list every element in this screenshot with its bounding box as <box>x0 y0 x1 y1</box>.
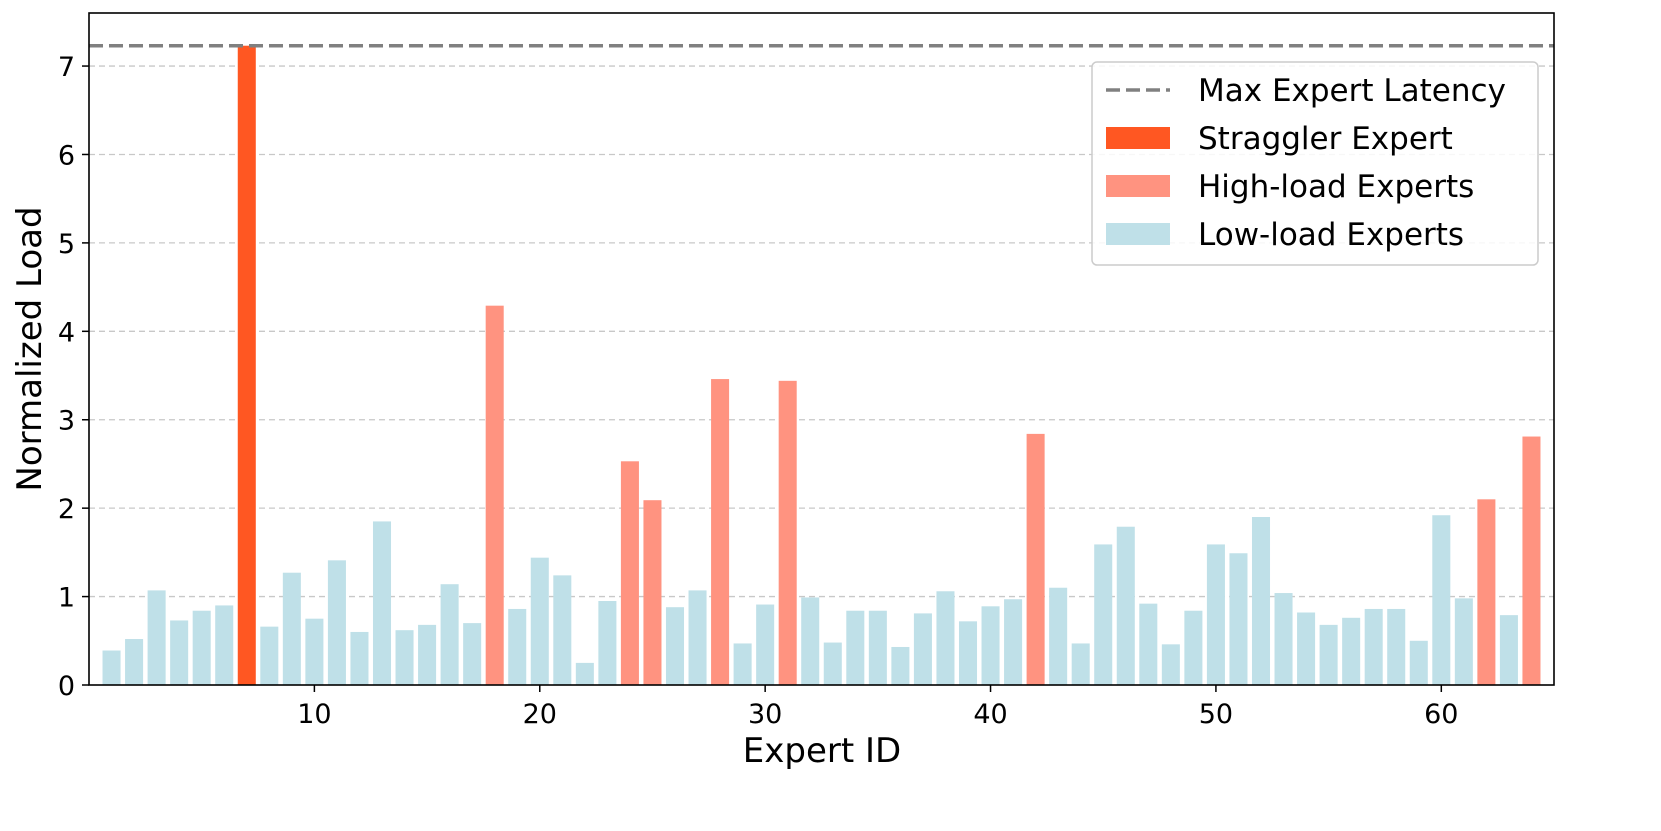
gridlines <box>89 65 1554 598</box>
bar-expert-34 <box>846 610 865 685</box>
plot-frame <box>88 12 1555 686</box>
bar-expert-28 <box>711 379 730 685</box>
bar-expert-10 <box>305 618 324 685</box>
bar-expert-22 <box>575 662 594 685</box>
x-tick-label: 40 <box>973 699 1007 730</box>
legend-swatch-low <box>1106 223 1170 245</box>
bar-expert-63 <box>1499 615 1518 685</box>
bar-expert-40 <box>981 606 1000 685</box>
bar-expert-33 <box>823 642 842 685</box>
bar-expert-57 <box>1364 608 1383 685</box>
bar-expert-51 <box>1229 553 1248 685</box>
bar-expert-9 <box>282 572 301 685</box>
bar-expert-55 <box>1319 624 1338 685</box>
bar-expert-42 <box>1026 433 1045 685</box>
bar-expert-11 <box>327 560 346 685</box>
bar-expert-36 <box>891 646 910 685</box>
bar-expert-59 <box>1409 640 1428 685</box>
bar-expert-7 <box>237 45 256 685</box>
bar-expert-19 <box>508 608 527 685</box>
y-tick-label: 5 <box>58 229 75 260</box>
bar-expert-5 <box>192 610 211 685</box>
bar-expert-24 <box>620 461 639 685</box>
legend-swatch-straggler <box>1106 127 1170 149</box>
y-tick-label: 7 <box>58 52 75 83</box>
legend-label: Low-load Experts <box>1198 217 1464 253</box>
bar-expert-29 <box>733 643 752 685</box>
bar-expert-32 <box>801 597 820 685</box>
y-tick-label: 6 <box>58 140 75 171</box>
bar-expert-46 <box>1116 526 1135 685</box>
x-tick-label: 20 <box>523 699 557 730</box>
legend-swatch-high <box>1106 175 1170 197</box>
bar-expert-17 <box>463 623 482 685</box>
x-tick-label: 60 <box>1424 699 1458 730</box>
bar-expert-21 <box>553 575 572 685</box>
x-axis-ticks: 10 20 30 40 50 60 <box>297 685 1458 730</box>
bar-expert-31 <box>778 380 797 685</box>
x-tick-label: 50 <box>1199 699 1233 730</box>
bar-expert-37 <box>913 613 932 685</box>
bar-expert-13 <box>372 521 392 685</box>
bar-expert-23 <box>598 601 617 685</box>
y-tick-label: 3 <box>58 406 75 437</box>
bar-expert-47 <box>1139 603 1158 685</box>
x-tick-label: 10 <box>297 699 331 730</box>
bar-expert-12 <box>350 631 369 685</box>
bar-expert-3 <box>147 590 166 685</box>
bar-expert-61 <box>1454 598 1473 685</box>
bar-expert-62 <box>1477 499 1496 685</box>
x-tick-label: 30 <box>748 699 782 730</box>
legend-label: Max Expert Latency <box>1198 73 1506 109</box>
bar-expert-35 <box>868 610 887 685</box>
bar-expert-4 <box>170 620 189 685</box>
legend-box <box>1091 61 1539 266</box>
bar-expert-27 <box>688 590 707 685</box>
y-tick-label: 1 <box>58 583 75 614</box>
bar-expert-48 <box>1161 644 1180 685</box>
bar-expert-52 <box>1251 517 1271 685</box>
x-axis-label: Expert ID <box>743 731 901 771</box>
bar-expert-49 <box>1184 610 1203 685</box>
bar-expert-60 <box>1432 515 1451 685</box>
bar-expert-39 <box>958 621 978 685</box>
bar-expert-15 <box>418 624 437 685</box>
bar-expert-20 <box>530 557 549 685</box>
y-tick-label: 4 <box>58 317 75 348</box>
legend-label: Straggler Expert <box>1198 121 1453 157</box>
bar-expert-64 <box>1522 436 1541 685</box>
bar-expert-56 <box>1342 617 1361 685</box>
bar-expert-43 <box>1049 587 1068 685</box>
bar-expert-58 <box>1387 608 1406 685</box>
bar-expert-16 <box>440 584 459 685</box>
legend: Max Expert Latency Straggler Expert High-l… <box>1091 61 1539 266</box>
bar-expert-6 <box>215 605 234 685</box>
y-axis-label: Normalized Load <box>10 206 50 491</box>
y-tick-label: 0 <box>58 671 75 702</box>
bar-expert-1 <box>102 650 121 685</box>
bar-expert-25 <box>643 500 662 685</box>
legend-label: High-load Experts <box>1198 169 1474 205</box>
bar-expert-50 <box>1206 544 1225 685</box>
bar-expert-54 <box>1297 612 1316 685</box>
bar-expert-30 <box>756 604 775 685</box>
bar-expert-45 <box>1094 544 1113 685</box>
bar-expert-53 <box>1274 593 1293 685</box>
bar-expert-18 <box>485 305 504 685</box>
y-tick-label: 2 <box>58 494 75 525</box>
y-axis-ticks: 0 1 2 3 4 5 6 7 <box>58 52 89 702</box>
bar-expert-8 <box>260 626 279 685</box>
bar-expert-38 <box>936 591 955 685</box>
bar-expert-2 <box>125 639 144 685</box>
bars <box>102 45 1541 685</box>
bar-expert-44 <box>1071 643 1090 685</box>
bar-expert-14 <box>395 630 414 685</box>
bar-expert-26 <box>665 607 685 685</box>
bar-expert-41 <box>1004 599 1023 685</box>
